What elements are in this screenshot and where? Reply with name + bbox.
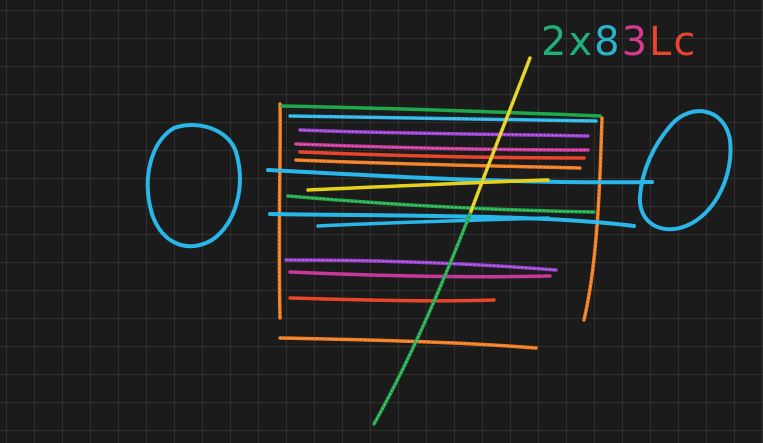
frame-left-side (277, 102, 282, 320)
annotation-part: 3 (621, 19, 650, 65)
stroke-magenta-1 (294, 142, 590, 152)
stroke-red-2 (288, 296, 496, 303)
blue-loop-right (637, 109, 733, 232)
diagonal-yellow (468, 56, 532, 216)
blue-loop-left (145, 123, 242, 249)
annotation-part: 8 (594, 19, 622, 65)
annotation-part: 2x (541, 19, 595, 65)
stroke-orange-1 (294, 158, 582, 170)
stroke-blue-long-1 (266, 168, 654, 185)
stroke-purple-1 (298, 128, 590, 138)
stroke-red-1 (298, 150, 586, 160)
handwritten-annotation: 2x83Lc (541, 14, 697, 70)
stroke-blue-1 (288, 114, 598, 123)
glitter-overlay (278, 57, 603, 425)
stroke-blue-long-2 (268, 212, 636, 228)
stroke-yellow-1 (306, 178, 550, 192)
stroke-orange-2 (278, 336, 538, 350)
stroke-green-1 (286, 194, 596, 214)
diagonal-green (372, 212, 472, 426)
frame-right-side (582, 116, 604, 322)
stroke-blue-short (316, 216, 550, 228)
stroke-purple-2 (284, 258, 558, 272)
frame-top (280, 104, 602, 118)
annotation-part: Lc (649, 19, 698, 65)
stroke-magenta-2 (288, 270, 552, 279)
